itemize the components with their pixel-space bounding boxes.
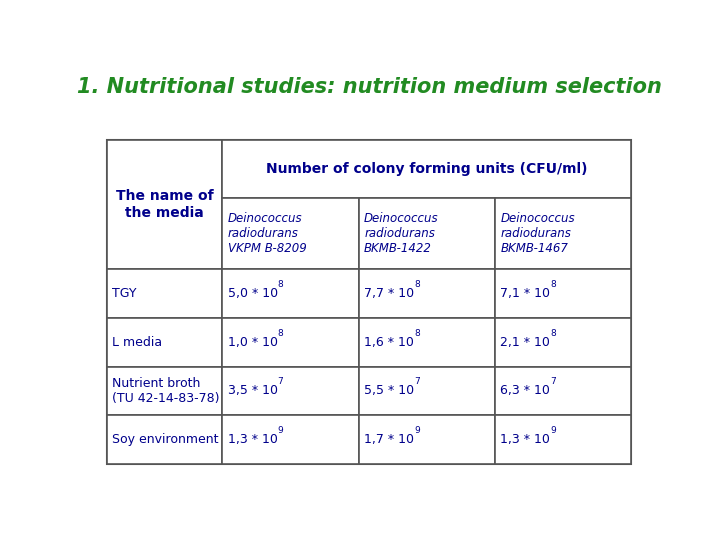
Bar xyxy=(222,140,631,198)
Bar xyxy=(359,269,495,318)
Text: 8: 8 xyxy=(550,329,556,338)
Bar xyxy=(222,269,359,318)
Bar xyxy=(107,318,222,367)
Text: 1,3 * 10: 1,3 * 10 xyxy=(500,433,550,446)
Bar xyxy=(107,269,222,318)
Bar xyxy=(107,367,222,415)
Text: The name of
the media: The name of the media xyxy=(116,190,213,220)
Bar xyxy=(359,198,495,269)
Text: 5,5 * 10: 5,5 * 10 xyxy=(364,384,414,397)
Text: L media: L media xyxy=(112,336,163,349)
Text: 8: 8 xyxy=(551,280,557,289)
Text: 6,3 * 10: 6,3 * 10 xyxy=(500,384,550,397)
Bar xyxy=(222,415,359,464)
Text: TGY: TGY xyxy=(112,287,137,300)
Text: Deinococcus
radiodurans
VKPM B-8209: Deinococcus radiodurans VKPM B-8209 xyxy=(228,212,307,255)
Text: 7: 7 xyxy=(278,377,284,386)
Text: 7: 7 xyxy=(414,377,420,386)
Text: 8: 8 xyxy=(414,329,420,338)
Bar xyxy=(222,198,359,269)
Bar xyxy=(359,367,495,415)
Text: 9: 9 xyxy=(550,426,556,435)
Text: 1,3 * 10: 1,3 * 10 xyxy=(228,433,278,446)
Text: 1,0 * 10: 1,0 * 10 xyxy=(228,336,278,349)
Text: 1,7 * 10: 1,7 * 10 xyxy=(364,433,414,446)
Text: Soy environment: Soy environment xyxy=(112,433,219,446)
Text: 7,7 * 10: 7,7 * 10 xyxy=(364,287,414,300)
Bar xyxy=(222,367,359,415)
Bar xyxy=(222,318,359,367)
Text: 8: 8 xyxy=(414,280,420,289)
Text: 8: 8 xyxy=(278,329,284,338)
Bar xyxy=(495,198,631,269)
Text: 5,0 * 10: 5,0 * 10 xyxy=(228,287,278,300)
Text: Deinococcus
radiodurans
BKMB-1422: Deinococcus radiodurans BKMB-1422 xyxy=(364,212,438,255)
Bar xyxy=(359,415,495,464)
Text: Nutrient broth
(TU 42-14-83-78): Nutrient broth (TU 42-14-83-78) xyxy=(112,377,220,405)
Bar xyxy=(495,269,631,318)
Bar xyxy=(107,140,222,269)
Text: 9: 9 xyxy=(278,426,284,435)
Bar xyxy=(495,367,631,415)
Bar xyxy=(107,140,631,464)
Text: 8: 8 xyxy=(278,280,284,289)
Text: Number of colony forming units (CFU/ml): Number of colony forming units (CFU/ml) xyxy=(266,162,588,176)
Text: 3,5 * 10: 3,5 * 10 xyxy=(228,384,278,397)
Text: 1. Nutritional studies: nutrition medium selection: 1. Nutritional studies: nutrition medium… xyxy=(76,77,662,97)
Text: Deinococcus
radiodurans
BKMB-1467: Deinococcus radiodurans BKMB-1467 xyxy=(500,212,575,255)
Bar xyxy=(495,415,631,464)
Bar xyxy=(359,318,495,367)
Text: 2,1 * 10: 2,1 * 10 xyxy=(500,336,550,349)
Text: 7: 7 xyxy=(550,377,556,386)
Text: 9: 9 xyxy=(414,426,420,435)
Bar xyxy=(107,415,222,464)
Text: 1,6 * 10: 1,6 * 10 xyxy=(364,336,414,349)
Text: 7,1 * 10: 7,1 * 10 xyxy=(500,287,551,300)
Bar xyxy=(495,318,631,367)
